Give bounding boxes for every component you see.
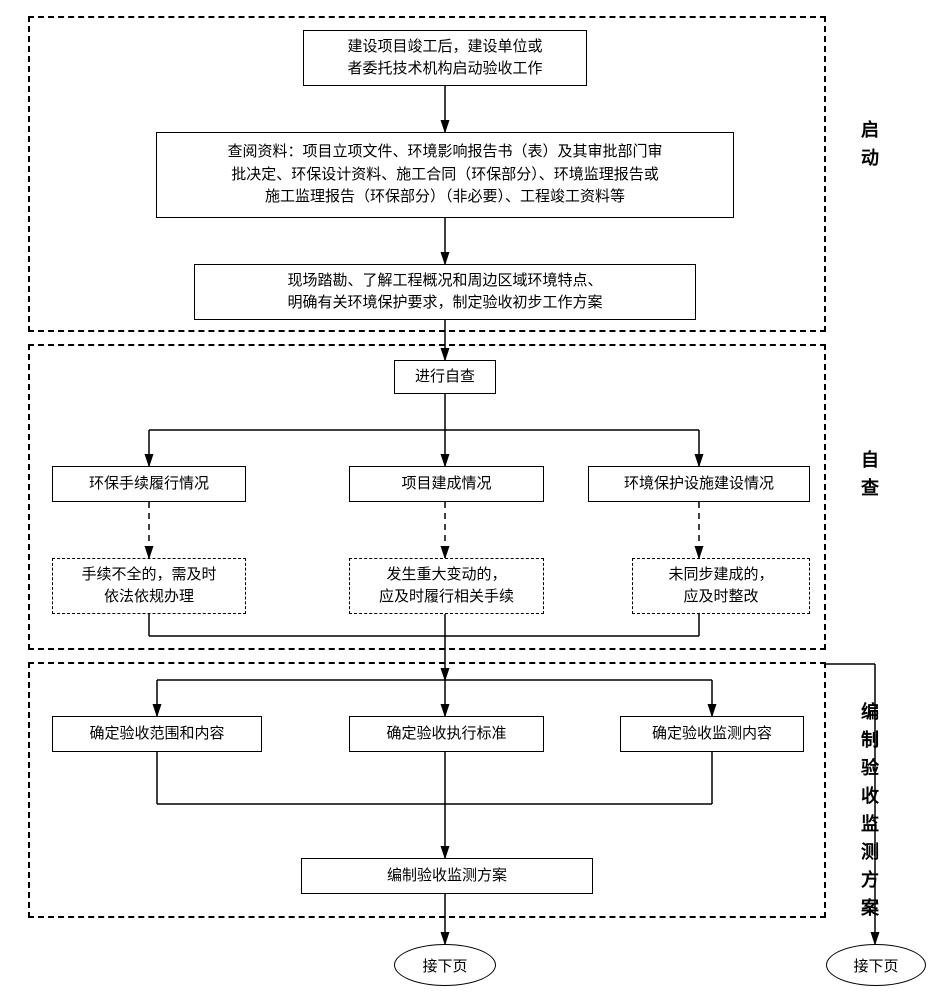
node-text: 确定验收监测内容 (652, 723, 772, 746)
node-text: 现场踏勘、了解工程概况和周边区域环境特点、 明确有关环境保护要求，制定验收初步工… (287, 270, 602, 315)
node-o2: 接下页 (826, 944, 926, 986)
node-text: 确定验收执行标准 (386, 723, 506, 746)
node-text: 接下页 (422, 955, 467, 976)
node-n6a: 手续不全的，需及时 依法依规办理 (52, 558, 246, 614)
node-text: 环保手续履行情况 (89, 473, 209, 496)
node-n5c: 环境保护设施建设情况 (588, 466, 810, 502)
section-label-sec3: 编制验收监测方案 (856, 662, 882, 966)
node-n3: 现场踏勘、了解工程概况和周边区域环境特点、 明确有关环境保护要求，制定验收初步工… (194, 264, 696, 320)
node-text: 查阅资料：项目立项文件、环境影响报告书（表）及其审批部门审 批决定、环保设计资料… (227, 141, 662, 209)
node-text: 环境保护设施建设情况 (624, 473, 774, 496)
node-n8: 编制验收监测方案 (301, 858, 593, 894)
node-text: 接下页 (853, 955, 898, 976)
node-n7c: 确定验收监测内容 (620, 716, 804, 752)
section-label-sec1: 启动 (856, 110, 882, 186)
node-text: 进行自查 (415, 366, 475, 389)
node-n2: 查阅资料：项目立项文件、环境影响报告书（表）及其审批部门审 批决定、环保设计资料… (156, 132, 734, 218)
section-label-sec2: 自查 (856, 440, 882, 516)
node-n6c: 未同步建成的， 应及时整改 (632, 558, 810, 614)
node-n5a: 环保手续履行情况 (52, 466, 246, 502)
flowchart-canvas: 启动自查编制验收监测方案 建设项目竣工后，建设单位或 者委托技术机构启动验收工作查… (0, 0, 929, 999)
node-text: 项目建成情况 (401, 473, 491, 496)
node-text: 建设项目竣工后，建设单位或 者委托技术机构启动验收工作 (347, 36, 542, 81)
node-text: 确定验收范围和内容 (89, 723, 224, 746)
node-n1: 建设项目竣工后，建设单位或 者委托技术机构启动验收工作 (303, 30, 587, 86)
node-text: 手续不全的，需及时 依法依规办理 (81, 564, 216, 609)
node-n7b: 确定验收执行标准 (349, 716, 544, 752)
node-n4: 进行自查 (394, 360, 496, 394)
node-n5b: 项目建成情况 (349, 466, 544, 502)
node-text: 未同步建成的， 应及时整改 (668, 564, 773, 609)
node-n6b: 发生重大变动的， 应及时履行相关手续 (349, 558, 544, 614)
node-n7a: 确定验收范围和内容 (52, 716, 262, 752)
node-o1: 接下页 (394, 944, 496, 986)
node-text: 编制验收监测方案 (387, 865, 507, 888)
node-text: 发生重大变动的， 应及时履行相关手续 (379, 564, 514, 609)
